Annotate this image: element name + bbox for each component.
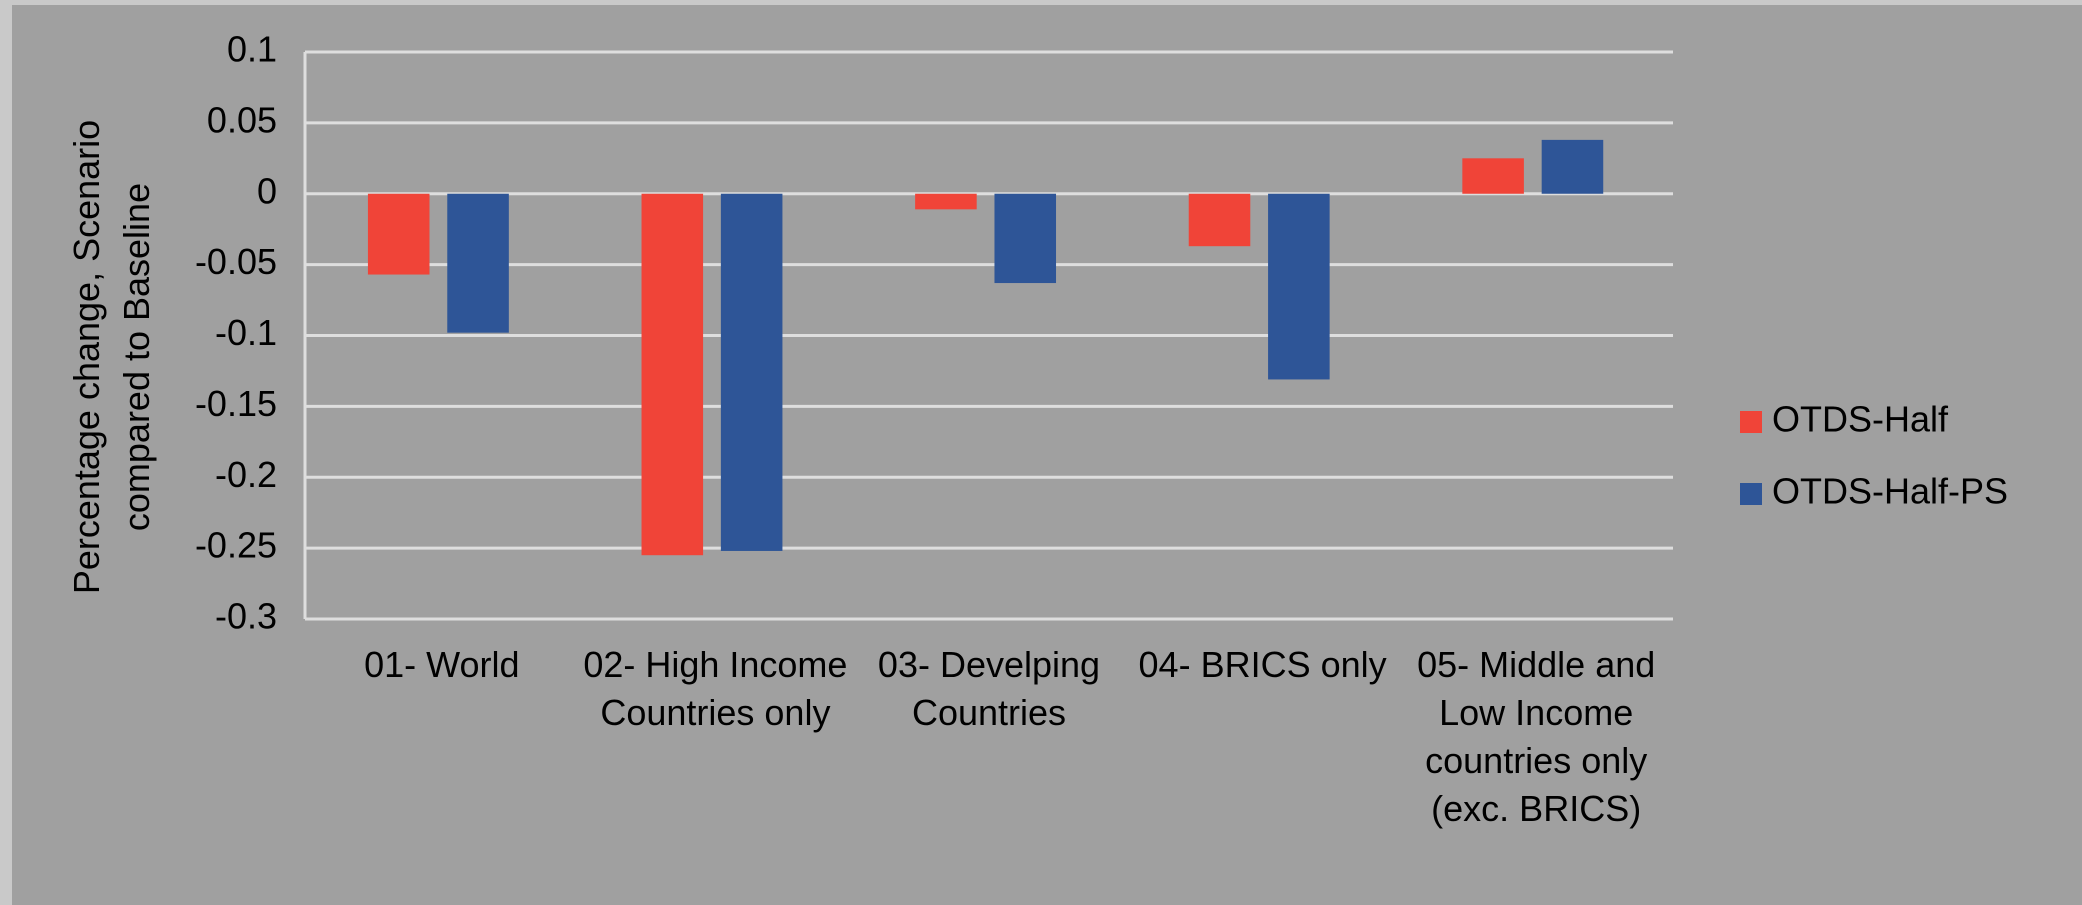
y-tick-label: -0.2 xyxy=(215,454,277,495)
y-tick-label: -0.3 xyxy=(215,596,277,637)
y-tick-label: -0.1 xyxy=(215,312,277,353)
bar xyxy=(1188,193,1251,247)
chart-svg: 0.1 0.05 0 -0.05 -0.1 -0.15 -0.2 -0.25 -0.3 OTDS-… xyxy=(195,29,2008,637)
bar xyxy=(915,193,977,210)
bar xyxy=(641,193,704,556)
x-tick-label: 03- Develping Countries xyxy=(877,644,1101,733)
x-tick-label: 02- High Income Countries only xyxy=(583,644,848,733)
y-axis-title: Percentage change, Scenario compared to … xyxy=(66,119,157,595)
y-tick-label: 0 xyxy=(257,170,277,211)
bar xyxy=(447,193,509,333)
y-tick-label: -0.25 xyxy=(195,525,277,566)
legend-swatch xyxy=(1740,483,1762,505)
bar xyxy=(1462,158,1524,194)
x-tick-label: 01- World xyxy=(364,644,520,685)
bar xyxy=(1541,139,1604,194)
legend-label: OTDS-Half xyxy=(1772,399,1949,440)
chart: 0.1 0.05 0 -0.05 -0.1 -0.15 -0.2 -0.25 -0.3 OTDS-… xyxy=(12,5,2082,905)
legend-label: OTDS-Half-PS xyxy=(1772,471,2008,512)
x-tick-label: 05- Middle and Low Income countries only… xyxy=(1417,644,1656,829)
y-tick-label: 0.05 xyxy=(207,99,277,140)
y-tick-label: 0.1 xyxy=(227,29,277,70)
y-tick-label: -0.15 xyxy=(195,383,277,424)
bar xyxy=(367,193,430,275)
x-tick-label: 04- BRICS only xyxy=(1138,644,1387,685)
bar xyxy=(994,193,1057,284)
bar xyxy=(1268,193,1330,380)
bar xyxy=(720,193,783,551)
legend-swatch xyxy=(1740,411,1762,433)
y-tick-label: -0.05 xyxy=(195,241,277,282)
